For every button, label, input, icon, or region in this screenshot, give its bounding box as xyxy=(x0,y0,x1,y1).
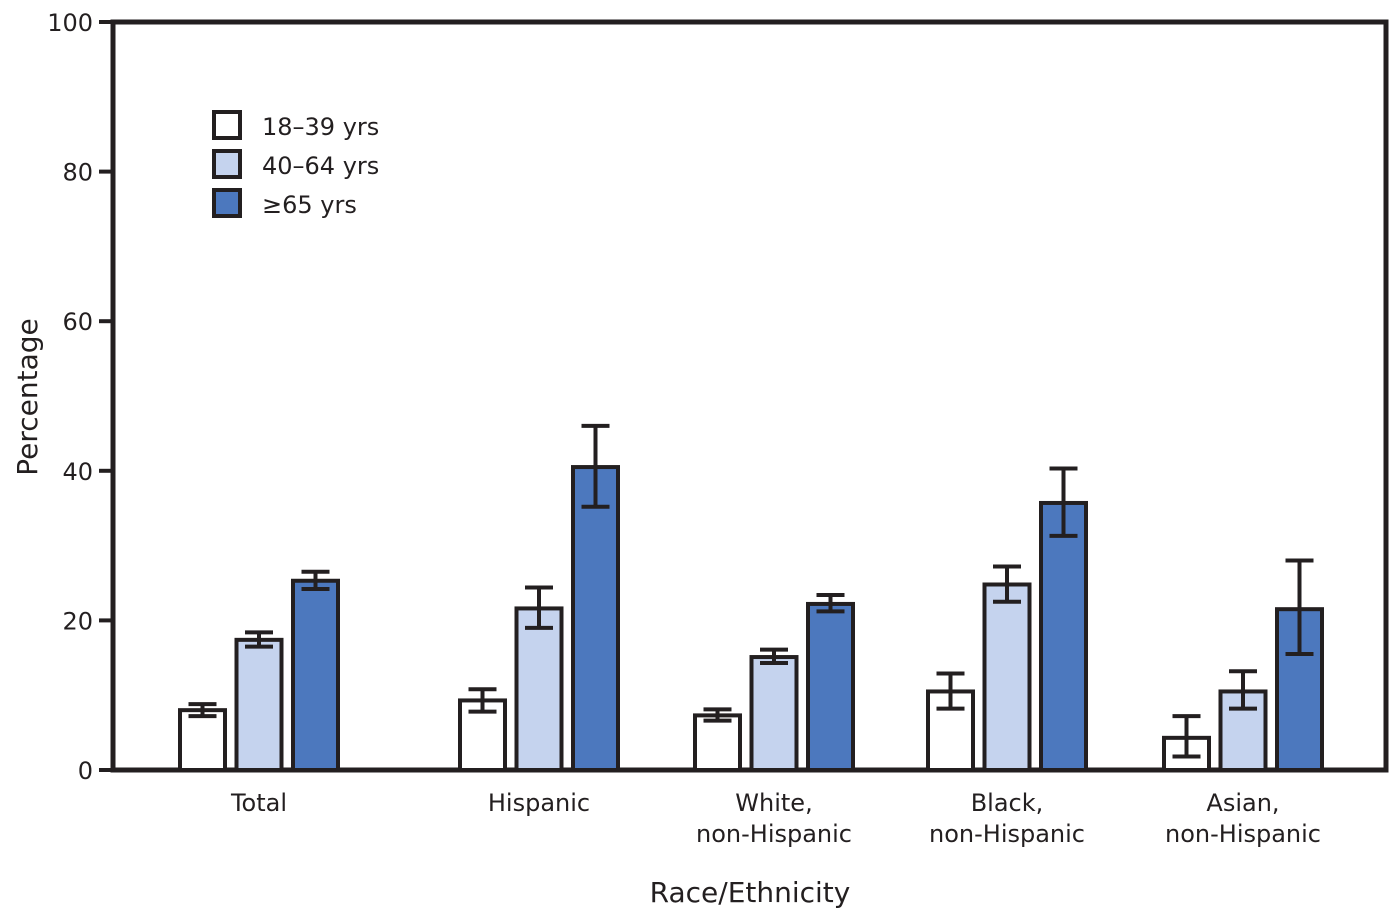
error-bar xyxy=(301,569,330,591)
error-bar xyxy=(703,707,732,723)
error-bar xyxy=(816,592,845,614)
legend-label: 18–39 yrs xyxy=(262,113,379,141)
error-bar xyxy=(581,423,610,509)
y-axis-title: Percentage xyxy=(11,318,44,476)
bar xyxy=(291,578,340,772)
error-bar xyxy=(468,687,497,714)
bar xyxy=(514,606,564,772)
bar xyxy=(571,465,620,772)
y-tick-label: 0 xyxy=(78,757,93,785)
x-category-label: Total xyxy=(230,789,287,817)
bar xyxy=(806,601,855,772)
bar xyxy=(693,713,742,772)
bar xyxy=(982,582,1032,772)
y-tick-label: 40 xyxy=(62,458,93,486)
error-bar xyxy=(1229,669,1257,711)
legend-label: ≥65 yrs xyxy=(262,191,357,219)
error-bar xyxy=(1285,558,1314,657)
bar xyxy=(1275,607,1324,772)
x-category-label: Hispanic xyxy=(488,789,590,817)
legend-swatch xyxy=(212,110,242,140)
bar xyxy=(178,708,227,772)
y-tick-label: 20 xyxy=(62,607,93,635)
y-tick-label: 100 xyxy=(47,9,93,37)
y-tick-label: 60 xyxy=(62,308,93,336)
legend-item: 18–39 yrs xyxy=(212,110,379,141)
bar xyxy=(234,637,284,773)
error-bar xyxy=(1049,466,1078,538)
legend-swatch xyxy=(212,188,242,218)
error-bar xyxy=(993,564,1021,604)
error-bar xyxy=(245,630,273,649)
x-axis-title: Race/Ethnicity xyxy=(650,876,851,909)
error-bar xyxy=(936,671,965,711)
y-tick-label: 80 xyxy=(62,159,93,187)
bar xyxy=(1039,500,1088,772)
error-bar xyxy=(1172,714,1201,759)
error-bar xyxy=(188,702,217,719)
error-bar xyxy=(525,585,553,630)
x-category-label: Black, non-Hispanic xyxy=(929,789,1085,848)
legend-item: 40–64 yrs xyxy=(212,149,379,180)
x-category-label: Asian, non-Hispanic xyxy=(1165,789,1321,848)
legend-swatch xyxy=(212,149,242,179)
bar xyxy=(749,655,799,772)
error-bar xyxy=(760,647,788,666)
x-category-label: White, non-Hispanic xyxy=(696,789,852,848)
legend-item: ≥65 yrs xyxy=(212,188,357,219)
legend-label: 40–64 yrs xyxy=(262,152,379,180)
